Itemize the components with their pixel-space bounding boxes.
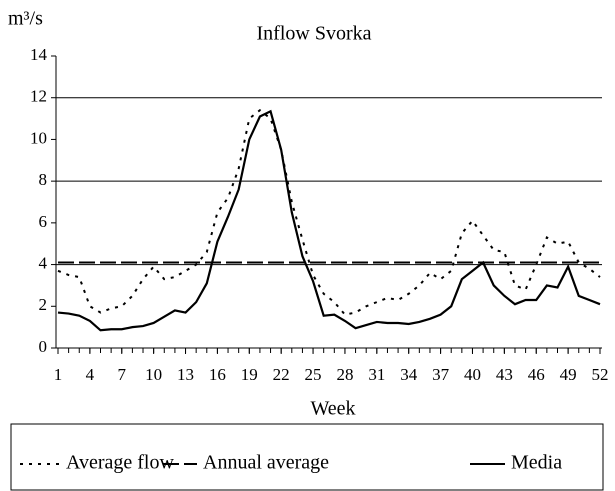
x-tick-label: 34 — [400, 365, 418, 384]
x-tick-label: 7 — [118, 365, 127, 384]
x-tick-label: 52 — [592, 365, 609, 384]
y-tick-label: 4 — [39, 253, 48, 272]
x-tick-label: 46 — [528, 365, 545, 384]
y-tick-label: 14 — [30, 45, 48, 64]
x-tick-label: 43 — [496, 365, 513, 384]
x-tick-label: 49 — [560, 365, 577, 384]
x-tick-label: 4 — [86, 365, 95, 384]
y-tick-label: 2 — [39, 295, 48, 314]
x-tick-label: 25 — [305, 365, 322, 384]
x-tick-label: 19 — [241, 365, 258, 384]
x-tick-label: 28 — [336, 365, 353, 384]
x-tick-label: 37 — [432, 365, 450, 384]
y-tick-label: 8 — [39, 170, 48, 189]
y-axis-label: m³/s — [8, 8, 43, 30]
legend-box — [10, 423, 604, 491]
x-tick-label: 10 — [145, 365, 162, 384]
x-tick-label: 13 — [177, 365, 194, 384]
legend-label: Annual average — [203, 452, 329, 474]
y-tick-label: 0 — [39, 337, 48, 356]
x-tick-label: 16 — [209, 365, 226, 384]
y-tick-label: 10 — [30, 128, 47, 147]
x-tick-label: 31 — [368, 365, 385, 384]
y-tick-label: 6 — [39, 212, 48, 231]
x-tick-label: 1 — [54, 365, 63, 384]
series-line — [57, 108, 601, 316]
series-line — [57, 109, 601, 332]
legend-label: Media — [511, 452, 562, 474]
x-axis-label: Week — [310, 398, 355, 420]
chart-title: Inflow Svorka — [257, 23, 372, 45]
x-tick-label: 40 — [464, 365, 481, 384]
legend-label: Average flow — [66, 452, 174, 474]
y-tick-label: 12 — [30, 87, 47, 106]
x-tick-label: 22 — [273, 365, 290, 384]
